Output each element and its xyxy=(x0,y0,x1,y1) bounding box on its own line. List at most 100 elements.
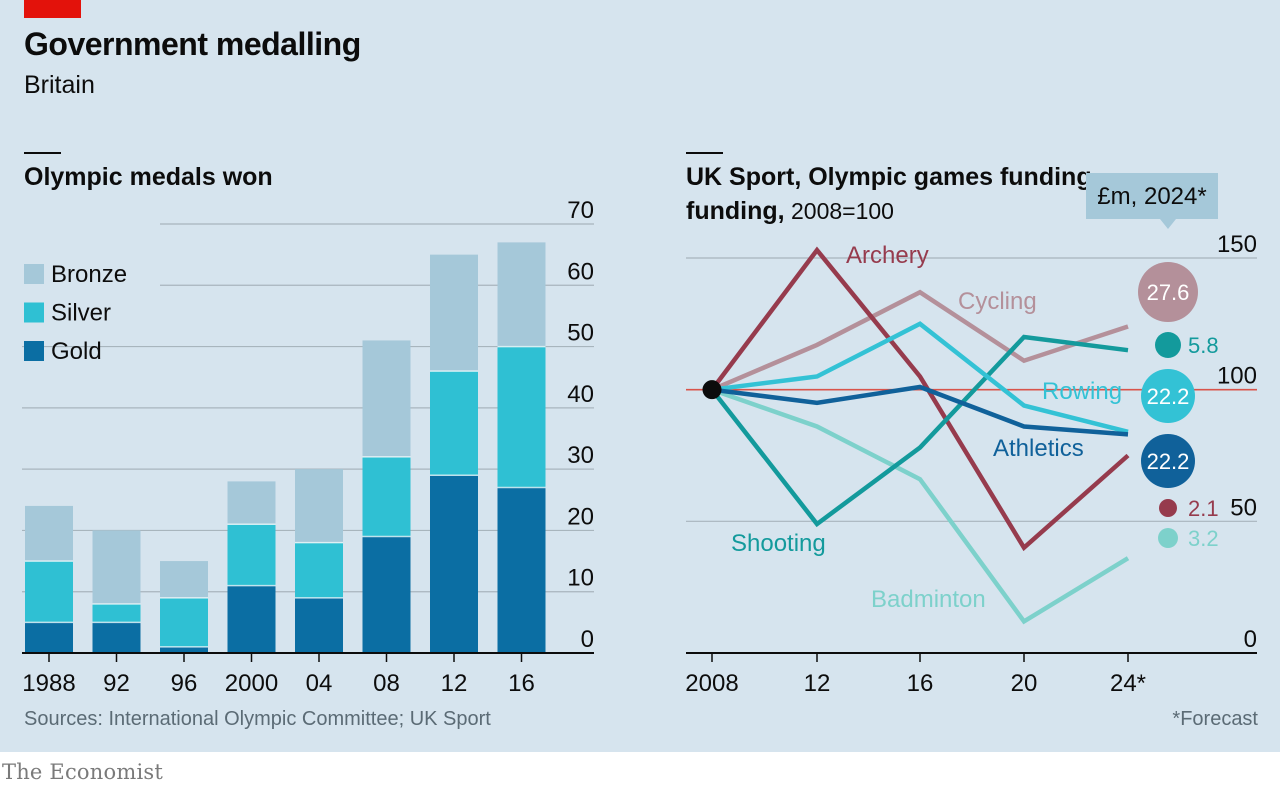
bar-bronze-96 xyxy=(160,561,208,598)
bubble-value-shooting: 5.8 xyxy=(1188,333,1219,358)
line-archery xyxy=(710,246,1130,552)
bubble-header-label: £m, 2024* xyxy=(1097,183,1206,210)
line-cycling xyxy=(711,289,1129,392)
bar-x-tick-label: 2000 xyxy=(225,670,278,697)
series-label-cycling: Cycling xyxy=(958,288,1037,315)
bubble-athletics xyxy=(1141,434,1195,488)
line-shooting xyxy=(710,334,1129,528)
line-chart-series xyxy=(702,246,1130,625)
brand-tag xyxy=(24,0,81,18)
bar-x-tick-label: 92 xyxy=(103,670,130,697)
bar-silver-1988 xyxy=(25,561,73,623)
bubble-header-box xyxy=(1086,173,1218,219)
series-label-rowing: Rowing xyxy=(1042,378,1122,405)
bubble-value-athletics: 22.2 xyxy=(1147,449,1190,474)
bar-y-tick-label: 0 xyxy=(581,626,594,653)
bar-gold-16 xyxy=(497,487,546,653)
bar-gold-92 xyxy=(92,622,141,653)
legend-swatch-bronze xyxy=(24,264,44,284)
forecast-footnote: *Forecast xyxy=(1172,708,1258,730)
line-chart-subtitle: 2008=100 xyxy=(791,198,894,224)
bubble-header-pointer xyxy=(1160,219,1176,229)
line-y-tick-label: 150 xyxy=(1217,231,1257,258)
chart-panel xyxy=(0,0,1280,752)
bar-x-tick-label: 16 xyxy=(508,670,535,697)
bar-x-tick-label: 08 xyxy=(373,670,400,697)
bar-x-tick-label: 96 xyxy=(171,670,198,697)
bar-chart-bars: 1988 92 96 2000 04 08 12 16 xyxy=(22,242,546,697)
economist-logo: The Economist xyxy=(2,760,163,784)
bar-y-tick-label: 40 xyxy=(567,381,594,408)
series-label-badminton: Badminton xyxy=(871,586,986,613)
line-x-tick-label: 16 xyxy=(907,670,934,697)
bar-bronze-08 xyxy=(362,340,411,457)
line-rowing xyxy=(711,321,1129,434)
bar-bronze-16 xyxy=(497,242,546,347)
line-y-tick-label: 100 xyxy=(1217,363,1257,390)
bar-y-tick-label: 10 xyxy=(567,565,594,592)
bar-x-tick-label: 1988 xyxy=(22,670,75,697)
bar-silver-12 xyxy=(430,371,478,476)
bar-bronze-92 xyxy=(92,530,141,604)
bar-chart-legend: Bronze Silver Gold xyxy=(24,261,127,365)
funding-bubbles: £m, 2024* 27.6 5.8 22.2 22.2 2.1 3.2 xyxy=(1086,173,1219,551)
bar-gold-12 xyxy=(430,475,478,653)
bubble-archery xyxy=(1159,499,1177,517)
bubble-shooting xyxy=(1155,332,1181,358)
bar-y-tick-label: 20 xyxy=(567,503,594,530)
bar-silver-08 xyxy=(362,456,411,537)
bar-silver-16 xyxy=(497,346,546,488)
legend-swatch-gold xyxy=(24,341,44,361)
bubble-badminton xyxy=(1158,528,1178,548)
bar-y-tick-label: 60 xyxy=(567,258,594,285)
series-label-athletics: Athletics xyxy=(993,435,1084,462)
legend-label-silver: Silver xyxy=(51,300,111,327)
bubble-value-badminton: 3.2 xyxy=(1188,526,1219,551)
line-x-tick-label: 2008 xyxy=(685,670,738,697)
bar-gold-1988 xyxy=(25,622,73,653)
bar-bronze-2000 xyxy=(227,481,276,525)
bubble-value-rowing: 22.2 xyxy=(1147,384,1190,409)
bar-y-tick-label: 70 xyxy=(567,197,594,224)
bubble-value-archery: 2.1 xyxy=(1188,496,1219,521)
line-chart-series-labels: Archery Cycling Rowing Athletics Shooting Bad… xyxy=(731,242,1122,613)
line-x-tick-label: 24* xyxy=(1110,670,1146,697)
line-y-tick-label: 50 xyxy=(1230,494,1257,521)
bar-x-tick-label: 04 xyxy=(306,670,333,697)
bar-bronze-12 xyxy=(430,254,478,372)
bar-silver-92 xyxy=(92,603,141,623)
bar-y-tick-label: 50 xyxy=(567,320,594,347)
legend-swatch-silver xyxy=(24,302,44,323)
sources-note: Sources: International Olympic Committee… xyxy=(24,708,491,730)
series-label-shooting: Shooting xyxy=(731,530,826,557)
charts-canvas: Olympic medals won 10 20 30 40 50 60 70 0 1988 9… xyxy=(22,152,1257,697)
bar-bronze-04 xyxy=(295,469,343,543)
line-badminton xyxy=(711,387,1130,625)
bar-gold-04 xyxy=(295,597,343,653)
bar-bronze-1988 xyxy=(25,505,73,562)
page-subtitle: Britain xyxy=(24,71,95,99)
line-x-tick-label: 12 xyxy=(804,670,831,697)
line-chart-title: UK Sport, Olympic games funding, xyxy=(686,163,1099,191)
bar-chart-axis xyxy=(22,652,594,662)
base-year-marker xyxy=(702,380,722,400)
series-label-archery: Archery xyxy=(846,242,929,269)
bar-chart-title: Olympic medals won xyxy=(24,163,273,191)
bubble-rowing xyxy=(1141,369,1195,423)
line-athletics xyxy=(711,384,1129,437)
bar-y-tick-label: 30 xyxy=(567,442,594,469)
line-chart-axis: 2008 12 16 20 24* xyxy=(685,652,1257,697)
line-y-tick-label: 0 xyxy=(1244,626,1257,653)
bubble-cycling xyxy=(1138,262,1198,322)
bar-gold-2000 xyxy=(227,585,276,653)
bar-silver-96 xyxy=(160,597,208,647)
line-x-tick-label: 20 xyxy=(1011,670,1038,697)
bar-silver-04 xyxy=(295,542,343,598)
legend-label-gold: Gold xyxy=(51,338,102,365)
bar-silver-2000 xyxy=(227,524,276,586)
page-title: Government medalling xyxy=(24,26,361,62)
bar-gold-08 xyxy=(362,536,411,653)
bar-gold-96 xyxy=(160,646,208,653)
bubble-value-cycling: 27.6 xyxy=(1147,280,1190,305)
line-chart-title-word: funding, xyxy=(686,197,785,225)
